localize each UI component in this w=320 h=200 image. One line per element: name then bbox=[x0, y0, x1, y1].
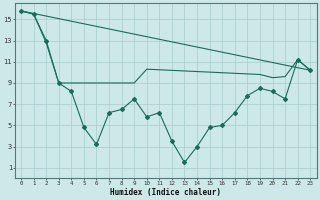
X-axis label: Humidex (Indice chaleur): Humidex (Indice chaleur) bbox=[110, 188, 221, 197]
